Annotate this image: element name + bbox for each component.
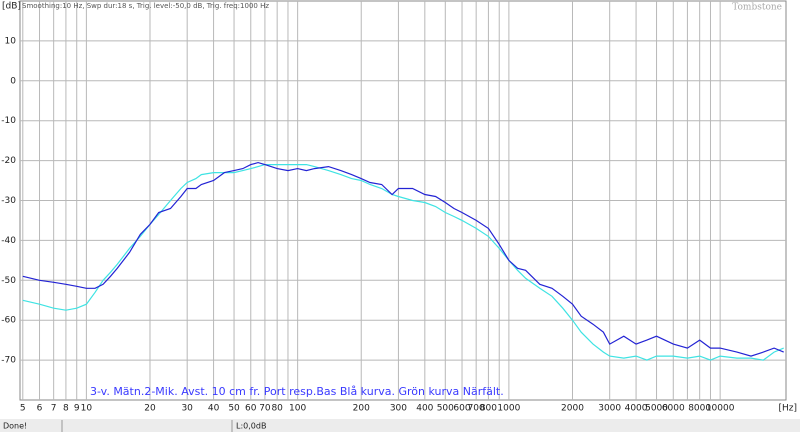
subtitle: Smoothing:10 Hz, Swp dur:18 s, Trig. lev… [22,2,269,10]
x-tick-label: 2000 [561,404,584,414]
x-tick-label: 8000 [688,404,711,414]
status-text: Done! [3,422,27,431]
series-line [22,161,784,357]
x-tick-label: 4000 [625,404,648,414]
y-tick-label: -60 [1,316,16,326]
y-tick-label: -10 [1,116,16,126]
x-tick-label: 400 [416,404,433,414]
y-tick-label: -50 [1,276,16,286]
lines [22,161,784,361]
status-bar [0,419,800,432]
x-tick-label: 500 [437,404,454,414]
x-tick-label: 10 [81,404,93,414]
x-tick-label: 600 [453,404,470,414]
x-tick-label: 1000 [497,404,520,414]
y-tick-label: 10 [5,36,17,46]
x-tick-label: 6 [37,404,43,414]
x-tick-label: 7 [51,404,57,414]
annotation: 3-v. Mätn.2-Mik. Avst. 10 cm fr. Port re… [90,385,504,398]
x-tick-label: 200 [353,404,370,414]
grid [20,1,786,400]
x-tick-label: 5 [20,404,26,414]
status-text: L:0,0dB [236,422,266,431]
x-axis-label: [Hz] [778,404,797,414]
y-tick-label: -30 [1,196,16,206]
x-tick-label: 6000 [662,404,685,414]
x-tick-label: 60 [245,404,257,414]
x-tick-label: 100 [289,404,306,414]
x-tick-label: 800 [480,404,497,414]
x-tick-label: 300 [390,404,407,414]
x-tick-label: 50 [228,404,240,414]
y-axis-label: [dB] [2,2,21,12]
x-tick-label: 8 [63,404,69,414]
x-tick-label: 20 [144,404,156,414]
x-tick-label: 40 [208,404,220,414]
x-tick-label: 3000 [598,404,621,414]
watermark: Tombstone [732,3,782,13]
x-tick-label: 9 [74,404,80,414]
x-tick-label: 30 [181,404,193,414]
y-tick-label: -40 [1,236,16,246]
y-tick-label: 0 [10,76,16,86]
x-tick-label: 80 [271,404,283,414]
x-tick-label: 70 [259,404,271,414]
x-tick-label: 10000 [706,404,735,414]
x-tick-label: 5000 [645,404,668,414]
x-tick-label: 700 [468,404,485,414]
y-tick-label: -70 [1,356,16,366]
y-tick-label: -20 [1,156,16,166]
